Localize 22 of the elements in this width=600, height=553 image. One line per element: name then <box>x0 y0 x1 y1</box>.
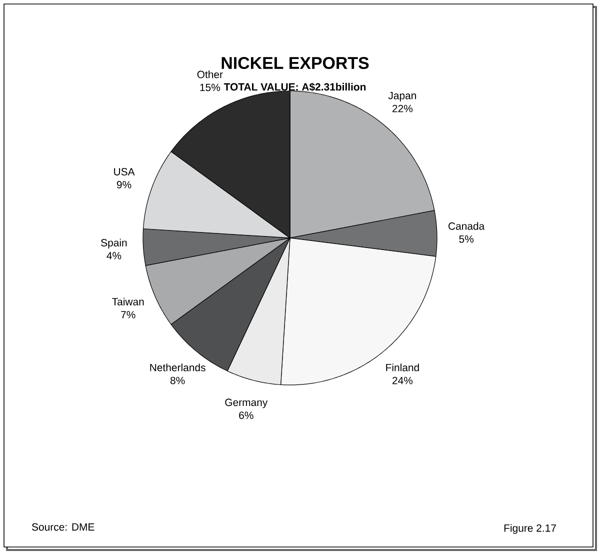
caption: Figure 2.17 <box>504 524 556 534</box>
data-label: 22% <box>392 104 413 112</box>
data-label: 15% <box>200 84 220 92</box>
text: TOTAL VALUE: A$2.31billion <box>224 82 366 92</box>
slice-label: USA <box>114 168 135 176</box>
slice-label: Canada <box>448 222 485 230</box>
data-label: 6% <box>239 412 254 420</box>
slice-label: Taiwan <box>112 298 144 306</box>
slice-label: Japan <box>388 92 416 102</box>
slice-label: Netherlands <box>150 364 206 372</box>
data-label: 7% <box>121 311 136 318</box>
data-label: 5% <box>459 235 474 243</box>
data-label: 9% <box>116 181 132 188</box>
slice-label: Other <box>197 70 223 78</box>
slice-label: Finland <box>386 364 419 372</box>
data-label: 4% <box>106 252 122 260</box>
chart-title: NICKEL EXPORTS <box>222 56 369 69</box>
data-label: 24% <box>392 376 413 384</box>
source-note: Source: DME <box>32 523 94 531</box>
slice-label: Spain <box>101 238 127 249</box>
data-label: 8% <box>170 376 185 384</box>
slice-label: Germany <box>225 398 268 408</box>
